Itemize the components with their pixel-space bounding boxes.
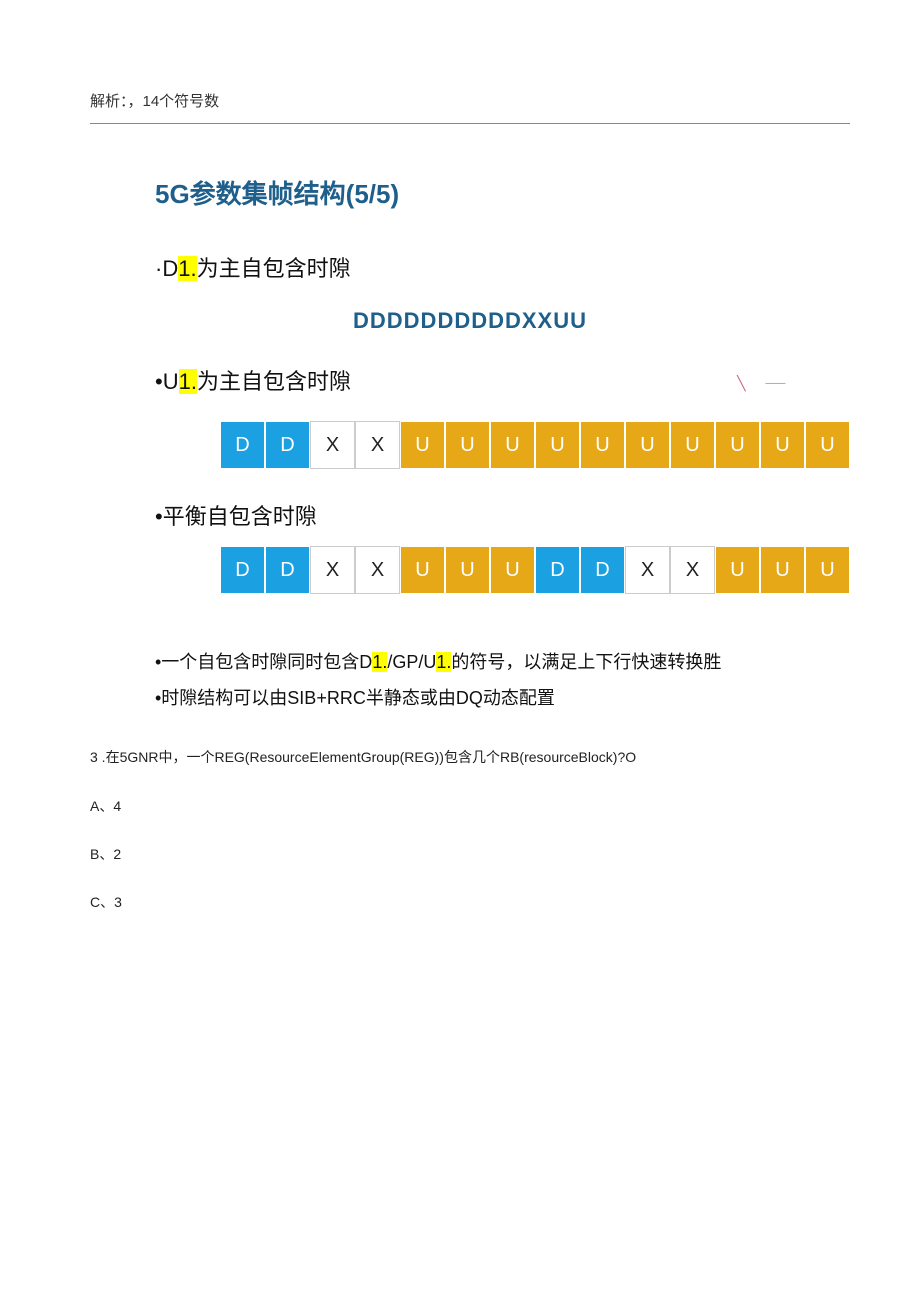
bullet2-highlight: 1. xyxy=(179,369,197,394)
slot-cell-U: U xyxy=(535,421,580,469)
option-a: A、4 xyxy=(90,796,850,816)
slot-row-ul: DDXXUUUUUUUUUU xyxy=(220,421,850,469)
slot-cell-U: U xyxy=(805,421,850,469)
slot-cell-U: U xyxy=(490,546,535,594)
slot-cell-U: U xyxy=(805,546,850,594)
bullet-ul-dominant: •U1.为主自包含时隙 ╲ —— xyxy=(155,364,850,396)
slot-cell-U: U xyxy=(400,421,445,469)
bullet1-pre: ·D xyxy=(155,256,178,281)
bullet1-highlight: 1. xyxy=(178,256,196,281)
slot-cell-X: X xyxy=(310,546,355,594)
slot-cell-U: U xyxy=(445,546,490,594)
bullet2-pre: •U xyxy=(155,369,179,394)
info1-post: 的符号，以满足上下行快速转换胜 xyxy=(451,652,721,672)
slot-cell-U: U xyxy=(760,421,805,469)
slot-cell-U: U xyxy=(715,546,760,594)
slot-cell-U: U xyxy=(670,421,715,469)
info1-hl1: 1. xyxy=(372,652,387,672)
bullet2-post: 为主自包含时隙 xyxy=(197,369,351,394)
option-b: B、2 xyxy=(90,844,850,864)
slot-cell-U: U xyxy=(760,546,805,594)
slot-cell-X: X xyxy=(355,546,400,594)
info-line-2: •时隙结构可以由SIB+RRC半静态或由DQ动态配置 xyxy=(155,680,850,716)
document-page: 解析：，14个符号数 5G参数集帧结构(5/5) ·D1.为主自包含时隙 DDD… xyxy=(0,0,920,980)
info1-mid: /GP/U xyxy=(387,652,436,672)
bullet-balanced: •平衡自包含时隙 xyxy=(155,499,850,531)
info1-pre: •一个自包含时隙同时包含D xyxy=(155,652,372,672)
tick-icon: ╲ xyxy=(737,375,745,392)
bullet-dl-dominant: ·D1.为主自包含时隙 xyxy=(155,251,850,283)
option-c: C、3 xyxy=(90,892,850,912)
slot-cell-X: X xyxy=(310,421,355,469)
slot-cell-U: U xyxy=(580,421,625,469)
slot-cell-U: U xyxy=(715,421,760,469)
slot-cell-U: U xyxy=(625,421,670,469)
slot-cell-U: U xyxy=(490,421,535,469)
header-note: 解析：，14个符号数 xyxy=(90,90,850,124)
slot-cell-U: U xyxy=(445,421,490,469)
slot-cell-X: X xyxy=(670,546,715,594)
slot-cell-D: D xyxy=(580,546,625,594)
slot-cell-D: D xyxy=(265,421,310,469)
info-block: •一个自包含时隙同时包含D1./GP/U1.的符号，以满足上下行快速转换胜 •时… xyxy=(155,644,850,716)
info1-hl2: 1. xyxy=(436,652,451,672)
page-title: 5G参数集帧结构(5/5) xyxy=(155,174,850,211)
slot-cell-D: D xyxy=(220,546,265,594)
pattern-text: DDDDDDDDDDXXUU xyxy=(90,308,850,334)
dash-icon: —— xyxy=(766,378,786,389)
slot-cell-X: X xyxy=(625,546,670,594)
slot-cell-X: X xyxy=(355,421,400,469)
slot-cell-D: D xyxy=(535,546,580,594)
info-line-1: •一个自包含时隙同时包含D1./GP/U1.的符号，以满足上下行快速转换胜 xyxy=(155,644,850,680)
slot-cell-D: D xyxy=(220,421,265,469)
slot-row-balanced: DDXXUUUDDXXUUU xyxy=(220,546,850,594)
slot-cell-D: D xyxy=(265,546,310,594)
question-3: 3 .在5GNR中，一个REG(ResourceElementGroup(REG… xyxy=(90,746,850,768)
slot-cell-U: U xyxy=(400,546,445,594)
bullet1-post: 为主自包含时隙 xyxy=(197,256,351,281)
